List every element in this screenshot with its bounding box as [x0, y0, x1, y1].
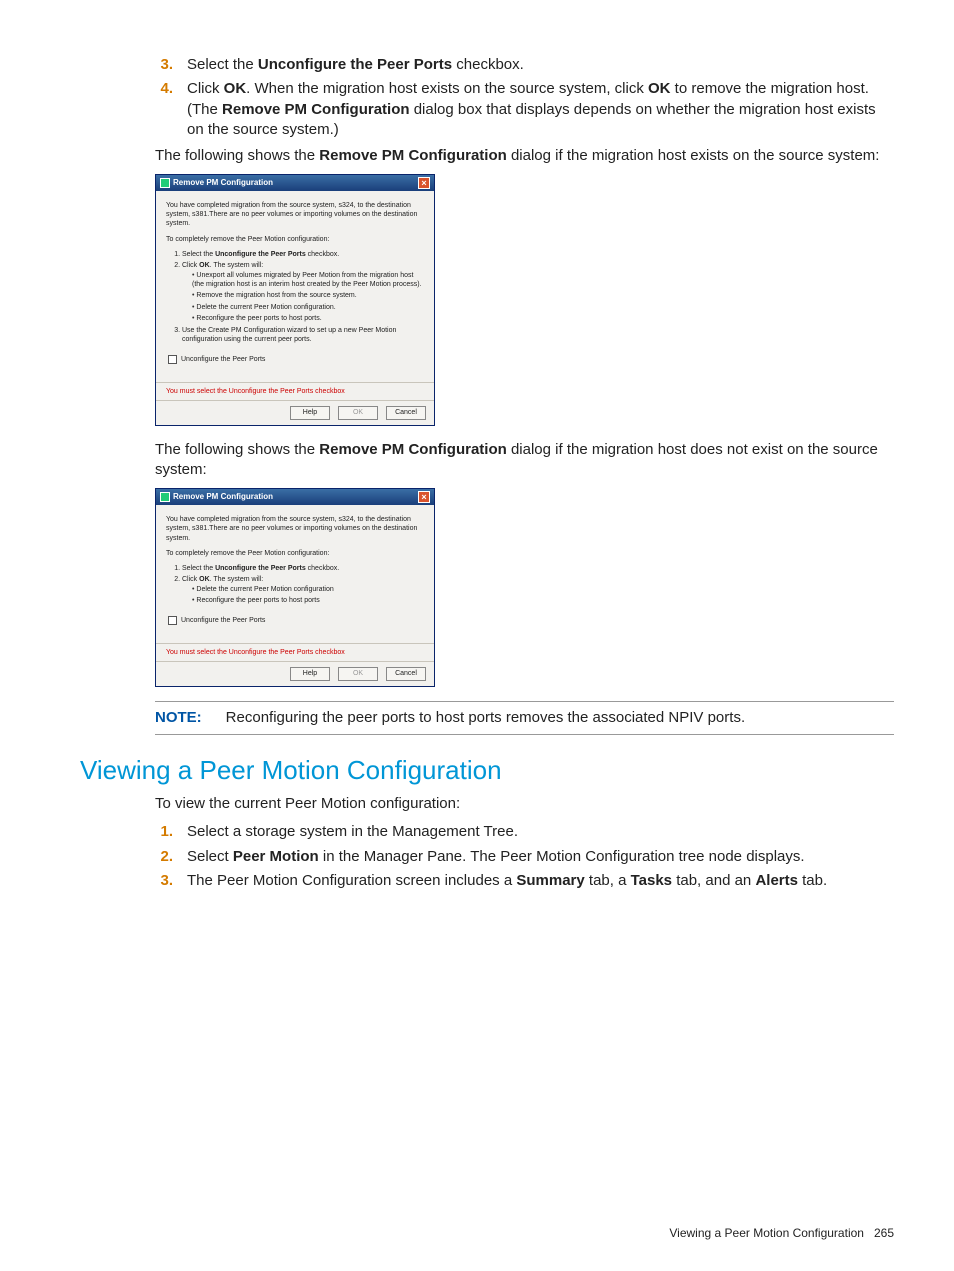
dialog-step: Use the Create PM Configuration wizard t… [182, 326, 424, 345]
step-number: 3. [155, 871, 173, 891]
dialog-instruction: To completely remove the Peer Motion con… [166, 235, 424, 244]
dialog-step: Select the Unconfigure the Peer Ports ch… [182, 250, 424, 259]
intro-paragraph-2: The following shows the Remove PM Config… [155, 440, 894, 481]
dialog-step: Click OK. The system will: Delete the cu… [182, 575, 424, 605]
dialog-bullet: Unexport all volumes migrated by Peer Mo… [192, 271, 424, 290]
dialog-bullet: Delete the current Peer Motion configura… [192, 303, 424, 312]
app-icon [160, 178, 170, 188]
checkbox-label: Unconfigure the Peer Ports [181, 355, 265, 364]
ok-button[interactable]: OK [338, 406, 378, 419]
dialog-intro: You have completed migration from the so… [166, 201, 424, 228]
dialog-step: Click OK. The system will: Unexport all … [182, 261, 424, 324]
intro-paragraph-1: The following shows the Remove PM Config… [155, 146, 894, 166]
dialog-titlebar[interactable]: Remove PM Configuration × [156, 175, 434, 191]
step-text: The Peer Motion Configuration screen inc… [187, 871, 894, 891]
app-icon [160, 492, 170, 502]
note-text: Reconfiguring the peer ports to host por… [226, 708, 745, 728]
dialog-bullet: Reconfigure the peer ports to host ports [192, 596, 424, 605]
help-button[interactable]: Help [290, 406, 330, 419]
step-number: 3. [155, 55, 173, 75]
close-icon[interactable]: × [418, 491, 430, 503]
cancel-button[interactable]: Cancel [386, 667, 426, 680]
footer-text: Viewing a Peer Motion Configuration [669, 1226, 864, 1240]
dialog-instruction: To completely remove the Peer Motion con… [166, 549, 424, 558]
dialog-titlebar[interactable]: Remove PM Configuration × [156, 489, 434, 505]
dialog-title: Remove PM Configuration [173, 178, 273, 189]
step-text: Select the Unconfigure the Peer Ports ch… [187, 55, 894, 75]
dialog-step: Select the Unconfigure the Peer Ports ch… [182, 564, 424, 573]
step-text: Select Peer Motion in the Manager Pane. … [187, 847, 894, 867]
close-icon[interactable]: × [418, 177, 430, 189]
checkbox-icon[interactable] [168, 355, 177, 364]
step-number: 1. [155, 822, 173, 842]
section-lead: To view the current Peer Motion configur… [155, 794, 894, 814]
dialog-title: Remove PM Configuration [173, 492, 273, 503]
dialog-warning: You must select the Unconfigure the Peer… [156, 382, 434, 400]
help-button[interactable]: Help [290, 667, 330, 680]
note-block: NOTE: Reconfiguring the peer ports to ho… [155, 701, 894, 735]
unconfigure-checkbox[interactable]: Unconfigure the Peer Ports [168, 616, 424, 625]
top-steps: 3. Select the Unconfigure the Peer Ports … [155, 55, 894, 140]
remove-pm-config-dialog-2: Remove PM Configuration × You have compl… [155, 488, 435, 686]
remove-pm-config-dialog-1: Remove PM Configuration × You have compl… [155, 174, 435, 426]
footer-page: 265 [874, 1226, 894, 1240]
unconfigure-checkbox[interactable]: Unconfigure the Peer Ports [168, 355, 424, 364]
note-label: NOTE: [155, 708, 202, 728]
dialog-warning: You must select the Unconfigure the Peer… [156, 643, 434, 661]
step-number: 2. [155, 847, 173, 867]
dialog-intro: You have completed migration from the so… [166, 515, 424, 542]
dialog-bullet: Delete the current Peer Motion configura… [192, 585, 424, 594]
step-text: Select a storage system in the Managemen… [187, 822, 894, 842]
ok-button[interactable]: OK [338, 667, 378, 680]
bottom-steps: 1. Select a storage system in the Managem… [155, 822, 894, 891]
dialog-bullet: Remove the migration host from the sourc… [192, 291, 424, 300]
page-footer: Viewing a Peer Motion Configuration 265 [669, 1225, 894, 1241]
cancel-button[interactable]: Cancel [386, 406, 426, 419]
section-heading: Viewing a Peer Motion Configuration [80, 753, 894, 788]
step-text: Click OK. When the migration host exists… [187, 79, 894, 140]
step-number: 4. [155, 79, 173, 140]
checkbox-label: Unconfigure the Peer Ports [181, 616, 265, 625]
checkbox-icon[interactable] [168, 616, 177, 625]
dialog-bullet: Reconfigure the peer ports to host ports… [192, 314, 424, 323]
